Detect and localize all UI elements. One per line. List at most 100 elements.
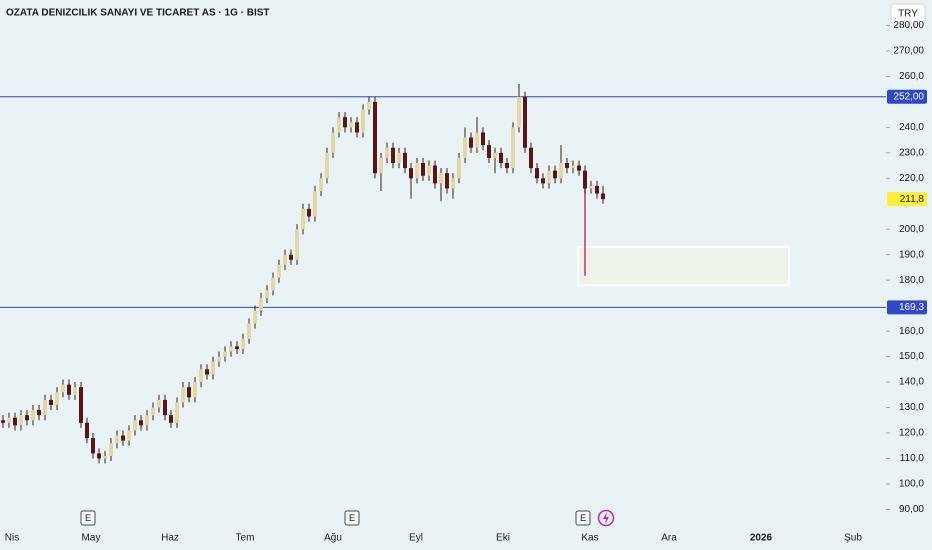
candle-body [55, 392, 59, 405]
candle-body [547, 170, 551, 184]
x-axis-label: Şub [844, 533, 862, 544]
x-axis-label: Ara [661, 533, 677, 544]
candle-body [361, 109, 365, 133]
candle-body [247, 323, 251, 339]
candle-body [337, 117, 341, 133]
y-tick-label: 180,0 [899, 275, 924, 286]
candle-body [133, 420, 137, 431]
candle-body [277, 264, 281, 278]
x-axis-label: Haz [161, 533, 179, 544]
y-tick-label: 190,0 [899, 249, 924, 260]
candle-body [13, 417, 17, 426]
candle-body [355, 122, 359, 133]
candle-body [379, 157, 383, 174]
candle-body [463, 137, 467, 158]
currency-button[interactable] [890, 3, 926, 25]
candle-body [583, 170, 587, 189]
candle-body [505, 163, 509, 169]
y-tick-label: 240,0 [899, 122, 924, 133]
candle-body [517, 96, 521, 128]
candle-body [553, 170, 557, 179]
candle-body [475, 132, 479, 148]
y-tick-label: 270,00 [893, 46, 924, 57]
earnings-label[interactable]: E [85, 513, 91, 523]
currency-label[interactable]: TRY [898, 9, 918, 20]
candle-body [85, 422, 89, 439]
y-tick-label: 100,0 [899, 479, 924, 490]
candle-body [541, 178, 545, 184]
candle-body [529, 147, 533, 169]
x-axis-label: 2026 [750, 533, 773, 544]
x-axis-label: Eyl [409, 533, 423, 544]
candle-body [487, 145, 491, 158]
candle-body [235, 346, 239, 349]
candle-body [31, 410, 35, 421]
level-tag [887, 300, 927, 315]
candle-body [457, 157, 461, 179]
earnings-marker[interactable] [575, 510, 591, 526]
candle-body [187, 387, 191, 398]
candle-body [181, 387, 185, 403]
candle-body [175, 402, 179, 423]
candle-body [451, 178, 455, 189]
y-tick-label: 150,0 [899, 351, 924, 362]
candle-body [577, 165, 581, 171]
x-axis-label: May [82, 533, 101, 544]
candle-body [223, 351, 227, 357]
candle-body [109, 443, 113, 456]
earnings-marker[interactable] [80, 510, 96, 526]
candle-body [481, 132, 485, 146]
candle-body [97, 453, 101, 459]
candle-body [259, 298, 263, 311]
earnings-marker[interactable] [344, 510, 360, 526]
y-tick-label: 140,0 [899, 377, 924, 388]
y-tick-label: 130,0 [899, 402, 924, 413]
candle-body [283, 254, 287, 265]
candle-body [271, 277, 275, 291]
y-tick-label: 220,0 [899, 173, 924, 184]
candle-body [427, 165, 431, 176]
candle-body [523, 96, 527, 148]
candle-body [265, 290, 269, 299]
candle-body [397, 152, 401, 164]
candle-body [295, 229, 299, 260]
candle-body [511, 127, 515, 169]
event-icon[interactable] [603, 512, 609, 524]
candle-body [595, 185, 599, 194]
candle-body [169, 415, 173, 423]
candle-body [229, 346, 233, 352]
candle-body [103, 455, 107, 459]
y-tick-label: 110,0 [900, 453, 925, 464]
candle-body [49, 399, 53, 405]
y-tick-label: 160,0 [899, 326, 924, 337]
candle-body [193, 382, 197, 398]
candle-body [37, 410, 41, 416]
candle-body [241, 338, 245, 349]
level-tag [887, 89, 927, 104]
y-tick-label: 260,0 [899, 71, 924, 82]
x-axis-label: Ağu [324, 533, 342, 544]
candle-body [589, 185, 593, 189]
candle-body [301, 208, 305, 230]
candle-body [493, 152, 497, 158]
candle-body [205, 369, 209, 375]
candle-body [385, 147, 389, 158]
candle-body [313, 191, 317, 217]
y-tick-label: 280,00 [893, 20, 924, 31]
x-axis-label: Eki [496, 533, 510, 544]
candle-body [349, 122, 353, 128]
candle-body [445, 173, 449, 189]
earnings-label[interactable]: E [580, 513, 586, 523]
level-label: 252,00 [893, 91, 924, 102]
candle-body [79, 387, 83, 423]
candle-body [151, 407, 155, 416]
y-tick-label: 230,0 [899, 147, 924, 158]
candle-body [145, 415, 149, 426]
candle-body [115, 435, 119, 444]
candle-body [1, 420, 5, 423]
earnings-label[interactable]: E [349, 513, 355, 523]
candle-body [61, 384, 65, 393]
candle-body [403, 152, 407, 169]
